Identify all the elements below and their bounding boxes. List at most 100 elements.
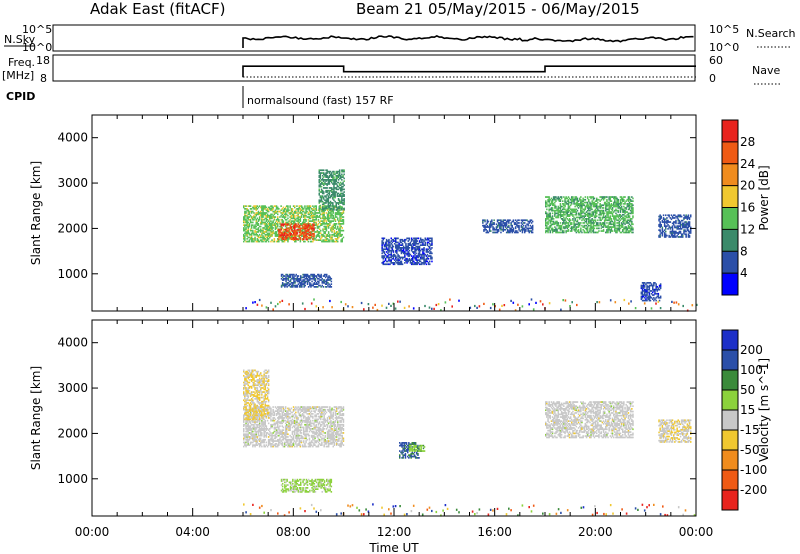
heatmap-cell <box>335 170 337 173</box>
heatmap-cell <box>598 216 600 219</box>
heatmap-cell <box>294 216 296 218</box>
heatmap-cell <box>262 240 264 243</box>
heatmap-cell <box>277 302 279 306</box>
heatmap-cell <box>388 248 390 251</box>
heatmap-cell <box>390 259 392 261</box>
heatmap-cell <box>606 216 608 219</box>
heatmap-cell <box>258 422 261 425</box>
heatmap-cell <box>628 216 631 219</box>
heatmap-cell <box>618 226 621 228</box>
heatmap-cell <box>653 294 655 296</box>
heatmap-cell <box>619 211 622 213</box>
heatmap-cell <box>321 203 324 206</box>
heatmap-cell <box>292 223 295 225</box>
heatmap-cell <box>300 275 302 277</box>
heatmap-cell <box>262 212 264 214</box>
heatmap-cell <box>243 217 245 220</box>
heatmap-cell <box>425 249 428 252</box>
heatmap-cell <box>247 228 249 231</box>
heatmap-cell <box>315 214 317 217</box>
heatmap-cell <box>337 213 339 216</box>
heatmap-cell <box>308 220 311 222</box>
heatmap-cell <box>255 438 257 441</box>
heatmap-cell <box>322 239 324 241</box>
heatmap-cell <box>315 212 317 214</box>
heatmap-cell <box>690 226 692 229</box>
heatmap-cell <box>625 226 627 228</box>
heatmap-cell <box>554 207 556 209</box>
heatmap-cell <box>391 247 394 249</box>
heatmap-cell <box>688 218 691 221</box>
heatmap-cell <box>631 218 633 220</box>
heatmap-cell <box>566 212 568 215</box>
heatmap-cell <box>599 203 601 205</box>
heatmap-cell <box>400 251 403 253</box>
heatmap-cell <box>384 244 387 246</box>
heatmap-cell <box>294 206 296 209</box>
heatmap-cell <box>602 204 605 207</box>
heatmap-cell <box>560 197 563 200</box>
heatmap-cell <box>274 212 277 214</box>
heatmap-cell <box>260 444 262 446</box>
heatmap-cell <box>326 189 328 192</box>
heatmap-cell <box>559 231 562 234</box>
heatmap-cell <box>646 290 648 292</box>
heatmap-cell <box>579 204 581 207</box>
heatmap-cell <box>640 287 643 290</box>
heatmap-cell <box>678 219 681 222</box>
heatmap-cell <box>576 220 579 223</box>
heatmap-cell <box>342 174 344 177</box>
heatmap-cell <box>257 410 260 412</box>
heatmap-cell <box>584 207 587 209</box>
heatmap-cell <box>297 208 299 210</box>
heatmap-cell <box>323 282 326 284</box>
heatmap-cell <box>502 227 504 230</box>
heatmap-cell <box>546 222 548 224</box>
heatmap-cell <box>390 251 392 253</box>
heatmap-cell <box>336 188 339 191</box>
heatmap-cell <box>342 181 344 184</box>
heatmap-cell <box>287 227 289 230</box>
heatmap-cell <box>589 222 591 224</box>
heatmap-cell <box>398 262 400 264</box>
heatmap-cell <box>421 263 423 266</box>
heatmap-cell <box>499 224 501 227</box>
heatmap-cell <box>521 220 524 223</box>
heatmap-cell <box>247 210 249 213</box>
heatmap-cell <box>622 197 624 200</box>
heatmap-cell <box>314 286 317 288</box>
heatmap-cell <box>291 235 294 237</box>
heatmap-cell <box>265 231 268 233</box>
heatmap-cell <box>656 290 658 292</box>
heatmap-cell <box>413 240 415 242</box>
heatmap-cell <box>430 257 432 260</box>
heatmap-cell <box>545 205 547 208</box>
heatmap-cell <box>569 227 572 230</box>
heatmap-cell <box>415 240 417 242</box>
heatmap-cell <box>249 432 252 434</box>
heatmap-cell <box>596 222 598 224</box>
heatmap-cell <box>250 212 253 214</box>
heatmap-cell <box>522 224 525 227</box>
heatmap-cell <box>296 233 298 235</box>
heatmap-cell <box>387 240 389 242</box>
heatmap-cell <box>248 239 251 241</box>
heatmap-cell <box>243 417 245 419</box>
heatmap-cell <box>277 239 279 241</box>
heatmap-cell <box>275 208 278 210</box>
heatmap-cell <box>611 223 614 226</box>
heatmap-cell <box>521 228 524 231</box>
heatmap-cell <box>287 214 289 217</box>
heatmap-cell <box>273 224 276 226</box>
heatmap-cell <box>602 222 605 224</box>
heatmap-cell <box>318 232 321 235</box>
heatmap-cell <box>246 224 248 226</box>
heatmap-cell <box>608 196 610 198</box>
heatmap-cell <box>274 221 277 224</box>
heatmap-cell <box>567 205 570 208</box>
heatmap-cell <box>608 227 610 230</box>
heatmap-cell <box>550 216 553 219</box>
heatmap-cell <box>586 230 589 232</box>
heatmap-cell <box>340 229 342 232</box>
heatmap-cell <box>603 224 606 227</box>
